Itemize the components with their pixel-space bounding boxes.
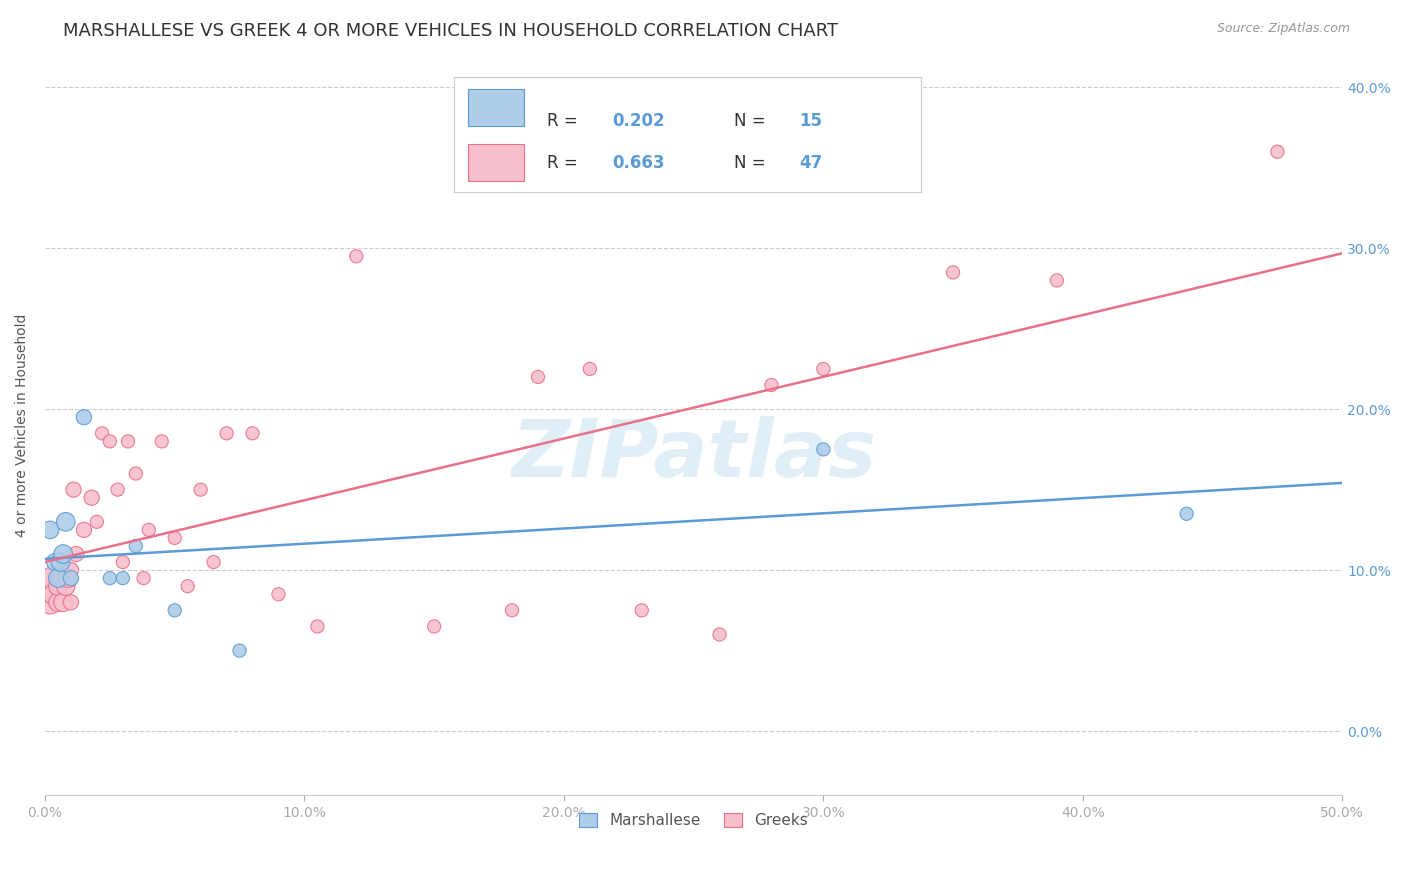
- Point: [709, 627, 731, 641]
- Point: [86, 515, 108, 529]
- Point: [80, 491, 103, 505]
- Point: [242, 426, 264, 441]
- Point: [73, 523, 96, 537]
- Point: [49, 571, 72, 585]
- Point: [37, 587, 59, 601]
- Point: [117, 434, 139, 449]
- Text: MARSHALLESE VS GREEK 4 OR MORE VEHICLES IN HOUSEHOLD CORRELATION CHART: MARSHALLESE VS GREEK 4 OR MORE VEHICLES …: [63, 22, 838, 40]
- Point: [52, 595, 75, 609]
- Point: [39, 523, 62, 537]
- Legend: Marshallese, Greeks: Marshallese, Greeks: [571, 805, 815, 836]
- Point: [176, 579, 198, 593]
- Point: [111, 571, 134, 585]
- Point: [150, 434, 173, 449]
- Point: [59, 595, 82, 609]
- Point: [42, 579, 65, 593]
- Point: [107, 483, 129, 497]
- Point: [59, 571, 82, 585]
- Point: [125, 539, 148, 553]
- Point: [228, 643, 250, 657]
- Point: [55, 579, 77, 593]
- Point: [1267, 145, 1289, 159]
- Point: [73, 410, 96, 425]
- Point: [190, 483, 212, 497]
- Point: [39, 595, 62, 609]
- Point: [46, 595, 69, 609]
- Point: [125, 467, 148, 481]
- Point: [65, 547, 87, 561]
- Point: [527, 370, 550, 384]
- Point: [44, 587, 66, 601]
- Point: [52, 547, 75, 561]
- Point: [267, 587, 290, 601]
- Point: [59, 563, 82, 577]
- Point: [111, 555, 134, 569]
- Point: [132, 571, 155, 585]
- Point: [98, 571, 121, 585]
- Point: [579, 362, 602, 376]
- Point: [215, 426, 238, 441]
- Point: [344, 249, 367, 263]
- Point: [91, 426, 114, 441]
- Point: [62, 483, 84, 497]
- Point: [46, 571, 69, 585]
- Point: [423, 619, 446, 633]
- Point: [307, 619, 329, 633]
- Y-axis label: 4 or more Vehicles in Household: 4 or more Vehicles in Household: [15, 314, 30, 537]
- Point: [1175, 507, 1198, 521]
- Point: [44, 555, 66, 569]
- Point: [42, 571, 65, 585]
- Point: [1046, 273, 1069, 287]
- Point: [630, 603, 652, 617]
- Point: [138, 523, 160, 537]
- Point: [55, 515, 77, 529]
- Point: [98, 434, 121, 449]
- Point: [761, 378, 783, 392]
- Point: [163, 531, 186, 545]
- Point: [58, 571, 80, 585]
- Point: [46, 579, 69, 593]
- Point: [163, 603, 186, 617]
- Point: [501, 603, 523, 617]
- Point: [202, 555, 225, 569]
- Point: [813, 362, 835, 376]
- Point: [813, 442, 835, 457]
- Text: Source: ZipAtlas.com: Source: ZipAtlas.com: [1216, 22, 1350, 36]
- Point: [49, 555, 72, 569]
- Point: [942, 265, 965, 279]
- Text: ZIPatlas: ZIPatlas: [512, 416, 876, 494]
